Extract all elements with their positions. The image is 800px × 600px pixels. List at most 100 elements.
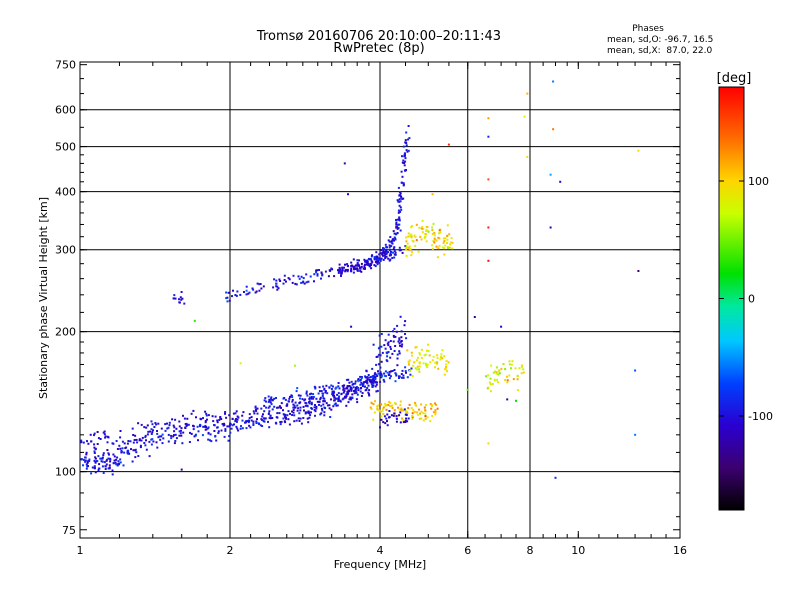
data-point bbox=[304, 411, 307, 414]
data-point bbox=[115, 458, 118, 461]
data-point bbox=[320, 271, 323, 274]
data-point bbox=[303, 409, 305, 412]
y-tick-label: 300 bbox=[55, 244, 76, 257]
data-point bbox=[372, 403, 375, 406]
data-point bbox=[508, 363, 511, 366]
data-point bbox=[404, 157, 407, 160]
data-point bbox=[446, 238, 449, 241]
data-point bbox=[394, 335, 397, 338]
data-point bbox=[352, 258, 355, 261]
data-point bbox=[231, 424, 234, 427]
data-point bbox=[373, 256, 376, 259]
data-point bbox=[398, 204, 401, 207]
data-point bbox=[161, 433, 164, 436]
data-point bbox=[227, 291, 230, 294]
data-point bbox=[353, 390, 355, 392]
data-point bbox=[422, 412, 425, 415]
data-point bbox=[398, 377, 400, 379]
data-point bbox=[386, 352, 389, 355]
data-point bbox=[391, 370, 394, 372]
data-point bbox=[383, 344, 386, 347]
data-point bbox=[303, 282, 306, 285]
data-point bbox=[396, 227, 399, 230]
data-point bbox=[634, 369, 637, 372]
data-point bbox=[497, 373, 500, 376]
data-point bbox=[316, 274, 319, 277]
data-point bbox=[408, 137, 411, 140]
data-point bbox=[220, 418, 223, 420]
data-point bbox=[167, 426, 170, 429]
data-point bbox=[330, 267, 333, 270]
data-point bbox=[407, 361, 410, 364]
data-point bbox=[105, 463, 108, 466]
data-point bbox=[353, 265, 356, 268]
data-point bbox=[376, 259, 379, 262]
data-point bbox=[269, 401, 272, 404]
data-point bbox=[341, 384, 344, 387]
data-point bbox=[439, 356, 442, 359]
data-point bbox=[356, 267, 359, 270]
data-point bbox=[228, 435, 231, 438]
data-point bbox=[429, 403, 432, 405]
data-point bbox=[360, 265, 363, 268]
data-point bbox=[345, 378, 348, 381]
data-point bbox=[376, 263, 379, 266]
data-point bbox=[349, 396, 352, 399]
data-point bbox=[168, 424, 171, 427]
data-point bbox=[288, 397, 291, 400]
data-point bbox=[302, 280, 305, 283]
data-point bbox=[172, 424, 175, 427]
data-point bbox=[443, 247, 446, 250]
data-point bbox=[346, 390, 349, 393]
data-point bbox=[399, 315, 402, 318]
data-point bbox=[357, 380, 360, 383]
data-point bbox=[398, 194, 401, 197]
data-point bbox=[349, 398, 352, 401]
data-point bbox=[137, 455, 140, 457]
data-point bbox=[305, 390, 308, 393]
data-point bbox=[323, 400, 326, 403]
data-point bbox=[93, 465, 96, 468]
data-point bbox=[410, 234, 413, 237]
data-point bbox=[399, 400, 402, 403]
data-point bbox=[209, 433, 212, 436]
data-point bbox=[239, 427, 242, 430]
data-point bbox=[384, 250, 387, 252]
data-point bbox=[500, 325, 503, 328]
data-point bbox=[414, 244, 417, 247]
data-point bbox=[437, 367, 440, 370]
data-point bbox=[138, 439, 141, 442]
data-point bbox=[178, 420, 181, 423]
data-point bbox=[488, 381, 491, 384]
data-point bbox=[412, 364, 415, 367]
data-point bbox=[382, 378, 385, 381]
data-point bbox=[107, 457, 110, 460]
data-point bbox=[388, 377, 391, 380]
data-point bbox=[432, 222, 435, 225]
data-point bbox=[433, 237, 436, 240]
data-point bbox=[231, 418, 234, 420]
data-point bbox=[385, 251, 388, 254]
data-point bbox=[299, 406, 302, 409]
data-point bbox=[355, 387, 357, 390]
data-point bbox=[422, 228, 425, 231]
data-point bbox=[442, 246, 444, 249]
data-point bbox=[393, 335, 395, 338]
data-point bbox=[434, 238, 437, 241]
data-point bbox=[85, 453, 88, 456]
data-point bbox=[377, 260, 379, 263]
data-point bbox=[121, 447, 124, 450]
data-point bbox=[366, 260, 369, 263]
data-point bbox=[396, 353, 399, 356]
data-point bbox=[87, 465, 89, 467]
data-point bbox=[215, 439, 218, 442]
data-point bbox=[396, 218, 399, 221]
data-point bbox=[228, 425, 231, 428]
data-point bbox=[148, 455, 151, 458]
data-point bbox=[322, 392, 324, 395]
data-point bbox=[263, 420, 266, 423]
data-point bbox=[407, 125, 410, 127]
data-point bbox=[181, 442, 184, 445]
data-point bbox=[411, 412, 414, 415]
data-point bbox=[245, 427, 248, 430]
